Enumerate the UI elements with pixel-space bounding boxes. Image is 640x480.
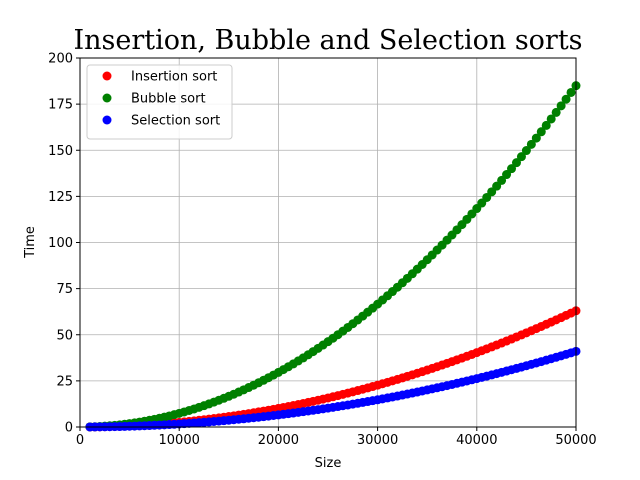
data-point — [566, 87, 576, 97]
legend: Insertion sort Bubble sort Selection sort — [86, 64, 233, 140]
x-tick-label: 20000 — [258, 433, 299, 448]
y-tick-label: 25 — [56, 374, 73, 389]
x-tick-label: 10000 — [159, 433, 200, 448]
x-tick-label: 50000 — [555, 433, 596, 448]
data-point — [516, 152, 526, 162]
data-point — [521, 146, 531, 156]
series-bubble-sort — [85, 81, 581, 432]
y-tick-label: 125 — [48, 190, 73, 205]
data-point — [502, 170, 512, 180]
y-tick-label: 100 — [48, 236, 73, 251]
data-point — [551, 107, 561, 117]
plot-points — [85, 81, 581, 432]
series-selection-sort — [85, 346, 581, 432]
y-tick-label: 75 — [56, 282, 73, 297]
legend-marker — [102, 115, 112, 125]
y-tick-label: 175 — [48, 98, 73, 113]
chart-title: Insertion, Bubble and Selection sorts — [73, 25, 582, 56]
legend-marker — [102, 71, 112, 81]
y-axis-label: Time — [23, 226, 38, 259]
data-point — [541, 120, 551, 130]
x-tick-label: 0 — [76, 433, 84, 448]
x-tick-label: 30000 — [357, 433, 398, 448]
legend-label: Insertion sort — [131, 70, 217, 85]
legend-box — [86, 64, 233, 140]
y-tick-label: 50 — [56, 328, 73, 343]
y-tick-label: 200 — [48, 52, 73, 67]
axis-ticks: 0 10000 20000 30000 40000 50000 0 25 50 75 100 125 1… — [48, 52, 597, 449]
legend-label: Bubble sort — [131, 92, 206, 107]
legend-label: Selection sort — [131, 114, 220, 129]
legend-marker — [102, 93, 112, 103]
data-point — [536, 127, 546, 137]
data-point — [511, 158, 521, 168]
data-point — [531, 133, 541, 143]
x-axis-label: Size — [315, 456, 342, 471]
data-point — [507, 164, 517, 174]
x-tick-label: 40000 — [456, 433, 497, 448]
y-tick-label: 150 — [48, 144, 73, 159]
y-tick-label: 0 — [65, 421, 73, 436]
data-point — [526, 139, 536, 149]
data-point — [556, 101, 566, 111]
data-point — [561, 94, 571, 104]
data-point — [546, 114, 556, 124]
